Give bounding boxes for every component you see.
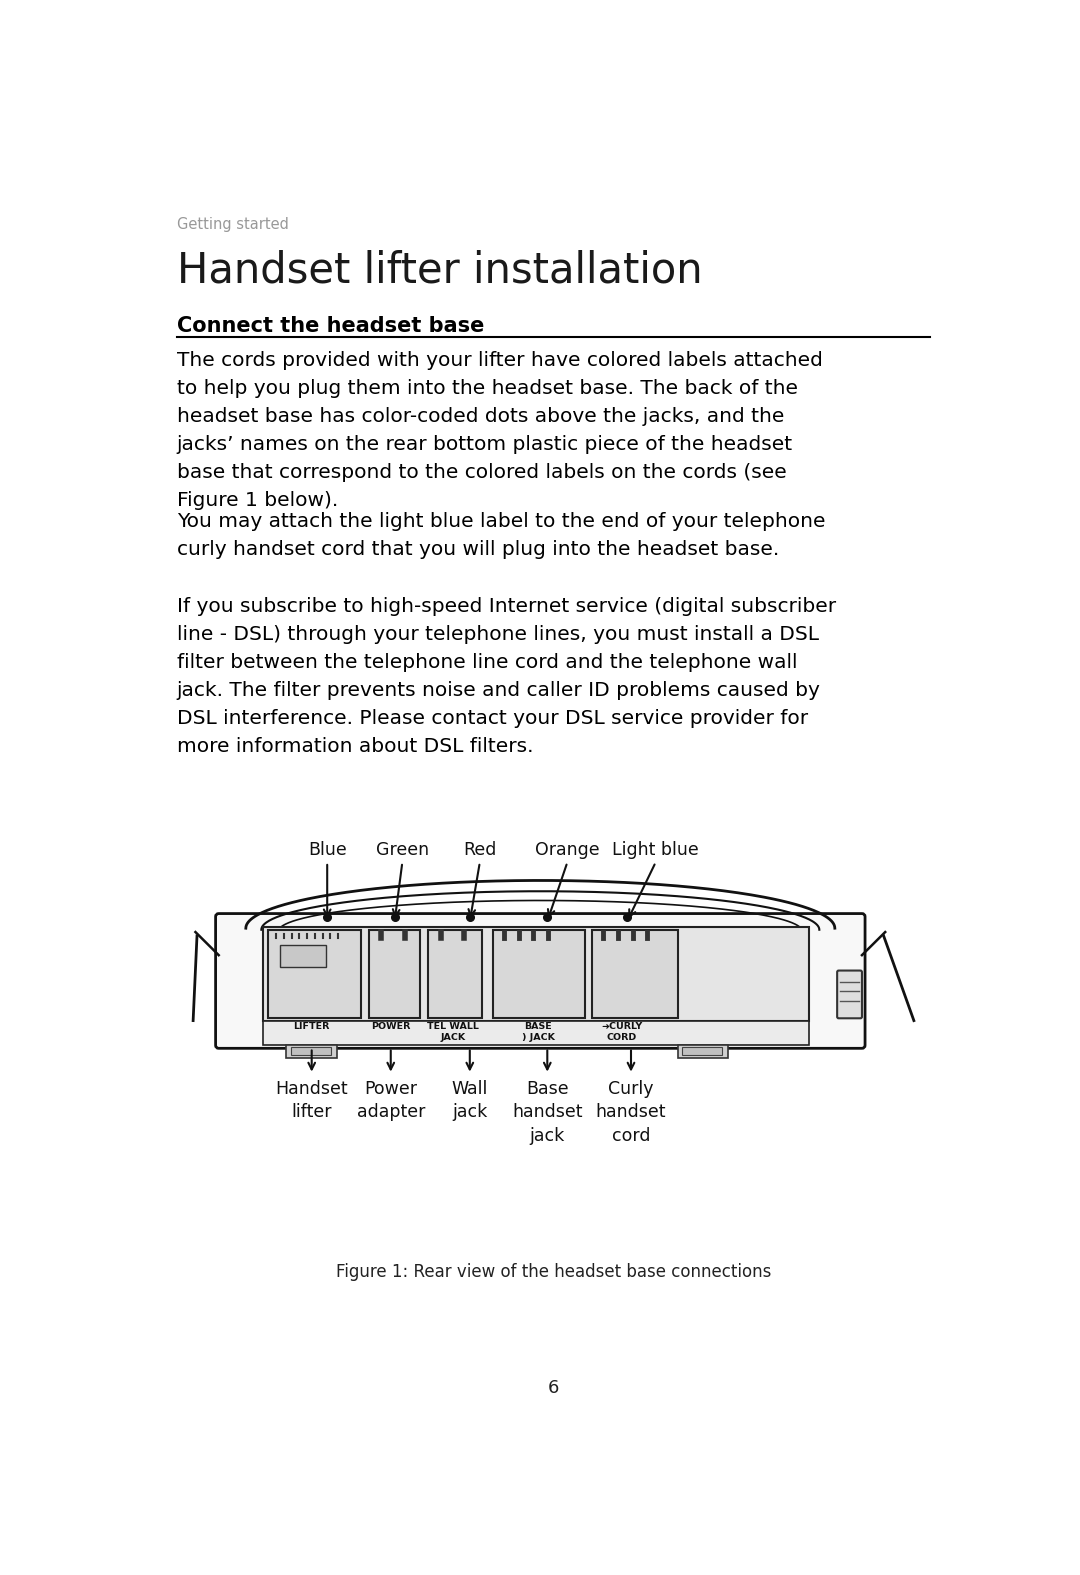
Text: If you subscribe to high-speed Internet service (digital subscriber
line - DSL) : If you subscribe to high-speed Internet …	[177, 597, 836, 756]
Text: The cords provided with your lifter have colored labels attached
to help you plu: The cords provided with your lifter have…	[177, 351, 823, 510]
Text: Wall
jack: Wall jack	[451, 1080, 488, 1121]
Text: Figure 1: Rear view of the headset base connections: Figure 1: Rear view of the headset base …	[336, 1263, 771, 1280]
Bar	[286, 1046, 337, 1057]
Bar	[262, 926, 809, 1021]
Text: Handset
lifter: Handset lifter	[275, 1080, 348, 1121]
Text: Light blue: Light blue	[612, 841, 699, 858]
FancyBboxPatch shape	[837, 970, 862, 1019]
Text: Handset lifter installation: Handset lifter installation	[177, 249, 702, 291]
FancyBboxPatch shape	[216, 913, 865, 1049]
Text: Connect the headset base: Connect the headset base	[177, 317, 484, 335]
Bar	[494, 929, 584, 1017]
Bar	[262, 1021, 809, 1046]
Bar	[683, 1047, 723, 1055]
Bar	[428, 929, 482, 1017]
Text: Curly
handset
cord: Curly handset cord	[596, 1080, 666, 1145]
Text: Blue: Blue	[308, 841, 347, 858]
Text: Getting started: Getting started	[177, 217, 288, 232]
Bar	[280, 945, 326, 967]
Text: LIFTER: LIFTER	[294, 1022, 329, 1032]
Text: 6: 6	[548, 1378, 559, 1397]
Bar	[369, 929, 420, 1017]
Text: Power
adapter: Power adapter	[356, 1080, 424, 1121]
Text: ➜CURLY
CORD: ➜CURLY CORD	[602, 1022, 643, 1043]
Text: Base
handset
jack: Base handset jack	[512, 1080, 582, 1145]
Text: TEL WALL
JACK: TEL WALL JACK	[427, 1022, 478, 1043]
Bar	[291, 1047, 332, 1055]
Bar	[677, 1046, 728, 1057]
Bar	[592, 929, 677, 1017]
Bar	[268, 929, 362, 1017]
Text: BASE
) JACK: BASE ) JACK	[522, 1022, 554, 1043]
Text: You may attach the light blue label to the end of your telephone
curly handset c: You may attach the light blue label to t…	[177, 512, 825, 559]
Text: Green: Green	[376, 841, 429, 858]
Text: Red: Red	[463, 841, 497, 858]
Text: POWER: POWER	[372, 1022, 410, 1032]
Text: Orange: Orange	[535, 841, 599, 858]
